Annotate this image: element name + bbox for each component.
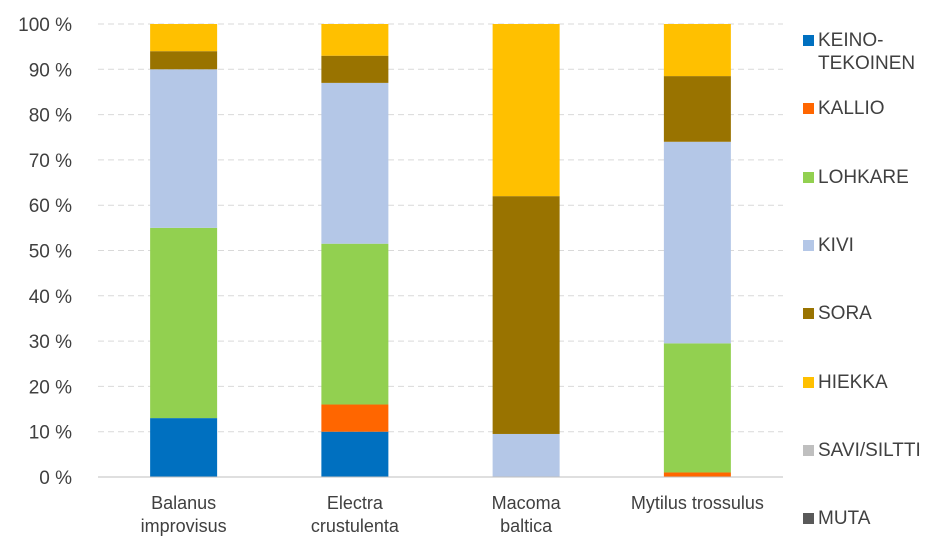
bar-segment <box>663 76 731 142</box>
y-tick-label: 80 % <box>29 106 72 127</box>
bar-segment <box>663 343 731 473</box>
legend-swatch <box>803 171 814 183</box>
y-tick-labels: 0 % 10 % 20 % 30 % 40 % 50 % 60 % 70 % 80 % 90 % 1… <box>18 15 72 489</box>
y-tick-label: 30 % <box>29 332 72 353</box>
legend-label: HIEKKA <box>818 371 888 393</box>
bar-segment <box>492 24 560 197</box>
y-tick-label: 50 % <box>29 242 72 263</box>
legend-label: SAVI/SILTTI <box>818 439 921 461</box>
legend-swatch <box>803 513 814 525</box>
x-category-label: Balanus improvisus <box>141 493 227 536</box>
bar-segment <box>321 243 389 405</box>
legend-item: LOHKARE <box>803 166 909 189</box>
y-tick-label: 10 % <box>29 423 72 444</box>
bar-segment <box>150 227 218 419</box>
bars <box>150 24 731 477</box>
bar-segment <box>321 404 389 432</box>
y-tick-label: 70 % <box>29 151 72 172</box>
bar-segment <box>492 196 560 434</box>
legend-swatch <box>803 376 814 388</box>
legend-item: SORA <box>803 302 872 325</box>
legend-item: KIVI <box>803 234 854 257</box>
bar-segment <box>321 82 389 244</box>
bar-segment <box>150 51 218 70</box>
bar-segment <box>150 69 218 228</box>
bar-segment <box>492 433 560 477</box>
y-tick-label: 20 % <box>29 377 72 398</box>
bar-segment <box>150 24 218 52</box>
legend-label: MUTA <box>818 508 871 530</box>
legend-label: KALLIO <box>818 98 885 120</box>
bar-segment <box>663 141 731 344</box>
bar-segment <box>321 55 389 83</box>
x-category-labels: Balanus improvisus Electra crustulenta Macom… <box>141 493 764 536</box>
legend-item: HIEKKA <box>803 371 888 394</box>
legend-label: LOHKARE <box>818 166 909 188</box>
legend-item: SAVI/SILTTI <box>803 439 921 462</box>
bar-segment <box>663 472 731 477</box>
legend: KEINO- TEKOINEN KALLIO LOHKARE KIVI SORA HIEK… <box>803 0 941 541</box>
y-tick-label: 90 % <box>29 60 72 81</box>
x-category-label: Mytilus trossulus <box>631 493 764 513</box>
bar-segment <box>321 431 389 477</box>
legend-swatch <box>803 239 814 251</box>
legend-label: KIVI <box>818 234 854 256</box>
legend-label: SORA <box>818 303 872 325</box>
legend-swatch <box>803 103 814 115</box>
legend-item: MUTA <box>803 507 870 530</box>
legend-item: KEINO- TEKOINEN <box>803 29 915 75</box>
bar-segment <box>150 418 218 477</box>
y-tick-label: 40 % <box>29 287 72 308</box>
legend-swatch <box>803 444 814 456</box>
bar-segment <box>321 24 389 56</box>
x-category-label: Electra crustulenta <box>311 493 400 536</box>
y-tick-label: 100 % <box>18 15 72 36</box>
y-tick-label: 60 % <box>29 196 72 217</box>
legend-swatch <box>803 35 814 46</box>
bar-segment <box>663 24 731 77</box>
y-tick-label: 0 % <box>39 468 72 489</box>
legend-swatch <box>803 308 814 320</box>
legend-item: KALLIO <box>803 97 885 120</box>
legend-label: KEINO- TEKOINEN <box>818 30 916 74</box>
x-category-label: Macoma baltica <box>492 493 562 536</box>
